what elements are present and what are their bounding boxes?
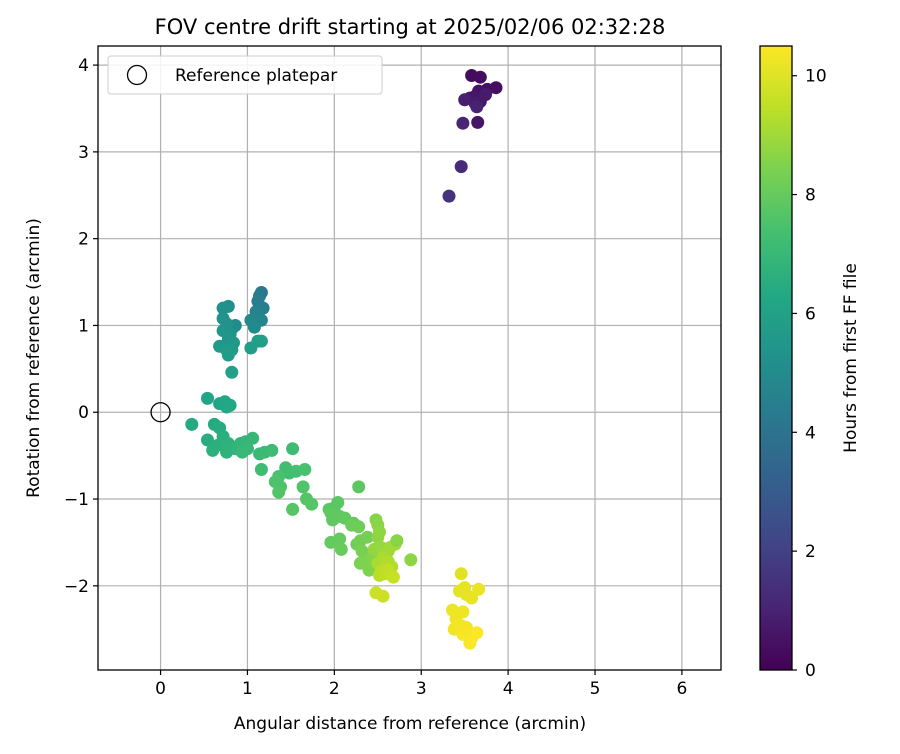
data-point xyxy=(470,100,484,114)
data-point xyxy=(254,463,268,476)
data-point xyxy=(221,348,235,362)
reference-platepar-marker xyxy=(150,402,171,423)
data-point xyxy=(373,525,386,539)
data-point xyxy=(472,582,486,596)
data-point xyxy=(355,544,369,558)
colorbar xyxy=(759,45,793,671)
y-tick-label: 4 xyxy=(78,56,89,76)
data-point xyxy=(247,320,261,334)
data-point xyxy=(225,365,239,379)
data-point xyxy=(362,563,376,577)
grid-lines xyxy=(98,46,721,670)
x-tick-label: 3 xyxy=(416,679,427,699)
data-point xyxy=(352,520,366,534)
colorbar-tick-label: 4 xyxy=(805,423,816,443)
data-point xyxy=(241,442,254,456)
x-tick-label: 5 xyxy=(590,679,601,699)
y-axis-label: Rotation from reference (arcmin) xyxy=(24,218,44,498)
data-point xyxy=(404,553,418,567)
data-point xyxy=(386,570,400,584)
colorbar-tick-label: 6 xyxy=(805,304,816,324)
x-tick-label: 6 xyxy=(676,679,687,699)
y-tick-label: 3 xyxy=(78,143,89,163)
data-point xyxy=(298,463,312,476)
data-point xyxy=(272,485,286,499)
colorbar-tick-label: 2 xyxy=(805,542,816,562)
data-point xyxy=(286,502,300,516)
data-point xyxy=(465,591,479,605)
data-point xyxy=(305,497,319,511)
data-point xyxy=(334,542,348,556)
data-point xyxy=(254,334,268,348)
data-point xyxy=(201,391,214,405)
data-point xyxy=(220,400,234,414)
colorbar-tick-label: 8 xyxy=(805,186,816,206)
data-point xyxy=(456,116,470,130)
x-tick-label: 2 xyxy=(329,679,340,699)
data-point xyxy=(331,496,345,509)
data-point xyxy=(454,567,468,581)
data-point xyxy=(201,433,214,447)
data-point xyxy=(479,88,492,102)
legend-marker-icon xyxy=(126,64,148,86)
legend: Reference platepar xyxy=(107,55,383,95)
data-point xyxy=(360,530,374,544)
data-point xyxy=(286,442,300,456)
data-point xyxy=(471,115,485,129)
data-point xyxy=(246,431,260,445)
colorbar-label: Hours from first FF file xyxy=(841,263,861,453)
colorbar-ticks: 0 2 4 6 8 10 xyxy=(792,67,827,681)
colorbar-tick-label: 0 xyxy=(805,661,816,681)
chart-title: FOV centre drift starting at 2025/02/06 … xyxy=(155,15,666,39)
data-point xyxy=(390,534,404,548)
data-point xyxy=(296,480,310,494)
x-tick-label: 0 xyxy=(155,679,166,699)
y-tick-label: 2 xyxy=(78,230,89,250)
plot-frame xyxy=(97,45,722,671)
data-point xyxy=(454,160,468,174)
data-point xyxy=(265,443,279,457)
data-point xyxy=(352,480,366,494)
y-tick-label: 1 xyxy=(78,316,89,336)
x-axis-ticks: 0 1 2 3 4 5 6 xyxy=(155,670,687,699)
data-point xyxy=(473,70,487,84)
data-points xyxy=(185,69,503,650)
y-tick-label: −1 xyxy=(64,490,89,510)
data-point xyxy=(206,443,220,457)
data-point xyxy=(333,532,347,546)
data-point xyxy=(216,301,230,315)
data-point xyxy=(470,626,484,640)
x-axis-label: Angular distance from reference (arcmin) xyxy=(234,714,586,734)
x-tick-label: 4 xyxy=(503,679,514,699)
data-point xyxy=(442,189,456,203)
data-point xyxy=(185,417,199,431)
y-tick-label: −2 xyxy=(64,577,89,597)
data-point xyxy=(458,93,472,107)
data-point xyxy=(376,589,390,603)
y-tick-label: 0 xyxy=(78,403,89,423)
legend-box xyxy=(107,55,383,95)
colorbar-tick-label: 10 xyxy=(805,67,827,87)
data-point xyxy=(463,636,477,650)
legend-entry-reference: Reference platepar xyxy=(175,66,337,86)
y-axis-ticks: −2 −1 0 1 2 3 4 xyxy=(64,56,98,597)
x-tick-label: 1 xyxy=(242,679,253,699)
